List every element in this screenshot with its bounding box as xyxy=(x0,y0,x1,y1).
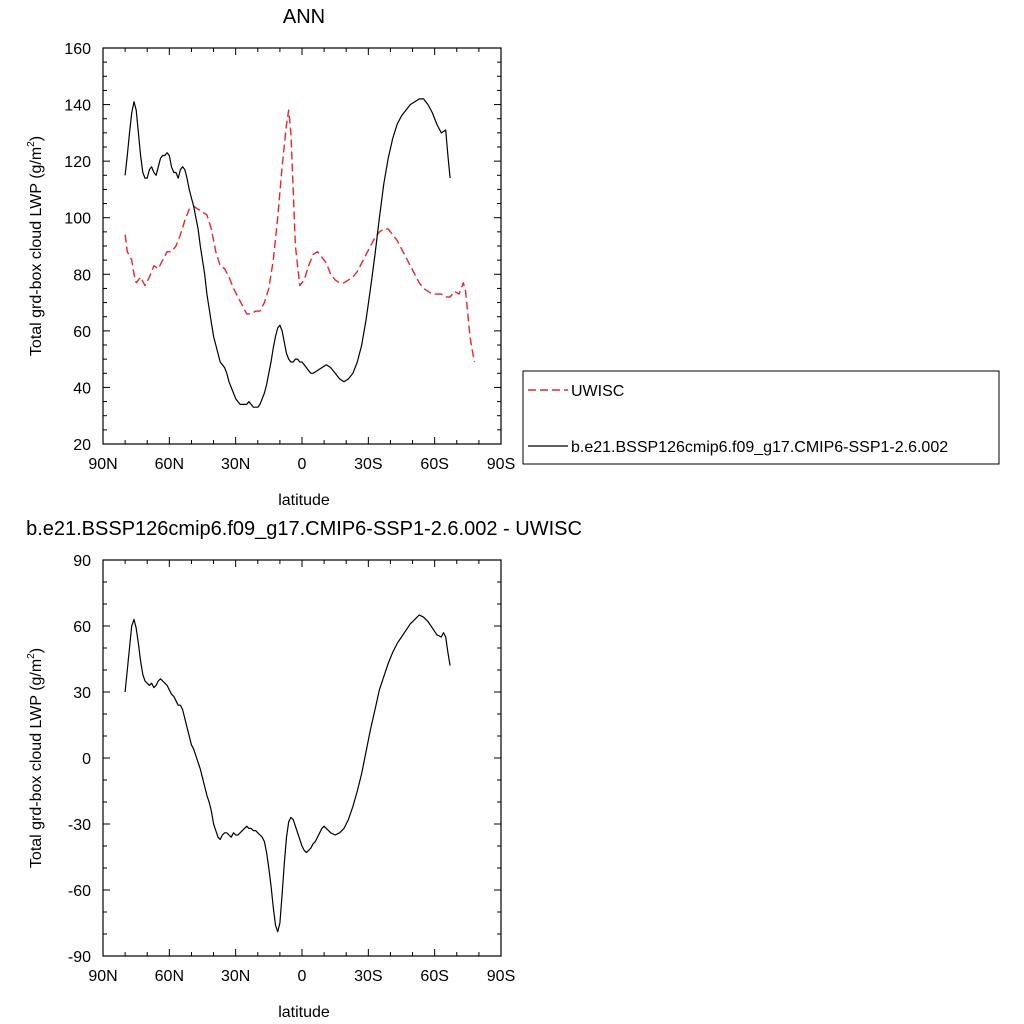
x-axis-label-top: latitude xyxy=(278,492,330,509)
legend: UWISC b.e21.BSSP126cmip6.f09_g17.CMIP6-S… xyxy=(522,370,1000,465)
y-tick-label: -60 xyxy=(68,883,91,900)
chart-title-bottom: b.e21.BSSP126cmip6.f09_g17.CMIP6-SSP1-2.… xyxy=(26,518,582,540)
y-tick-label: 140 xyxy=(64,98,91,115)
legend-label-uwisc: UWISC xyxy=(571,383,624,400)
y-tick-label: 160 xyxy=(64,41,91,58)
x-tick-label: 30N xyxy=(221,968,250,985)
legend-box xyxy=(522,370,1000,465)
x-tick-label: 60N xyxy=(155,968,184,985)
y-tick-label: 100 xyxy=(64,211,91,228)
series-line-uwisc xyxy=(124,109,476,363)
y-tick-label: 0 xyxy=(82,751,91,768)
y-axis-label-top: Total grd-box cloud LWP (g/m2) xyxy=(26,136,45,356)
chart-panel-top: ANN 90N 60N 30N 0 30S 60S 90S 20 40 60 80 100 120 140… xyxy=(26,6,515,509)
x-tick-label: 90S xyxy=(487,968,515,985)
y-axis-label-bottom: Total grd-box cloud LWP (g/m2) xyxy=(26,648,45,868)
y-tick-label: 40 xyxy=(73,380,91,397)
series-line-model xyxy=(124,98,451,408)
x-tick-label: 30S xyxy=(354,456,382,473)
plot-area-top: 90N 60N 30N 0 30S 60S 90S 20 40 60 80 100 120 140 160 xyxy=(64,41,515,473)
x-tick-label: 30S xyxy=(354,968,382,985)
series-line-difference xyxy=(124,614,451,933)
x-tick-label: 60S xyxy=(420,968,448,985)
x-tick-label: 90N xyxy=(88,968,117,985)
x-tick-label: 90S xyxy=(487,456,515,473)
x-tick-label: 0 xyxy=(298,968,307,985)
legend-label-model: b.e21.BSSP126cmip6.f09_g17.CMIP6-SSP1-2.… xyxy=(571,439,948,456)
chart-title-top: ANN xyxy=(283,6,325,28)
y-tick-label: 90 xyxy=(73,553,91,570)
y-tick-label: -90 xyxy=(68,949,91,966)
x-tick-label: 90N xyxy=(88,456,117,473)
x-tick-label: 60N xyxy=(155,456,184,473)
plot-area-bottom: 90N 60N 30N 0 30S 60S 90S -90 -60 -30 0 30 60 90 xyxy=(68,553,515,985)
y-tick-label: 20 xyxy=(73,437,91,454)
y-tick-label: 120 xyxy=(64,154,91,171)
y-tick-label: 60 xyxy=(73,619,91,636)
y-tick-label: 30 xyxy=(73,685,91,702)
x-axis-label-bottom: latitude xyxy=(278,1004,330,1021)
y-tick-label: 80 xyxy=(73,267,91,284)
x-tick-label: 0 xyxy=(298,456,307,473)
y-tick-label: -30 xyxy=(68,817,91,834)
x-tick-label: 30N xyxy=(221,456,250,473)
y-tick-label: 60 xyxy=(73,324,91,341)
chart-panel-bottom: b.e21.BSSP126cmip6.f09_g17.CMIP6-SSP1-2.… xyxy=(26,518,582,1021)
plot-frame xyxy=(102,559,502,957)
plot-frame xyxy=(102,47,502,445)
x-tick-label: 60S xyxy=(420,456,448,473)
